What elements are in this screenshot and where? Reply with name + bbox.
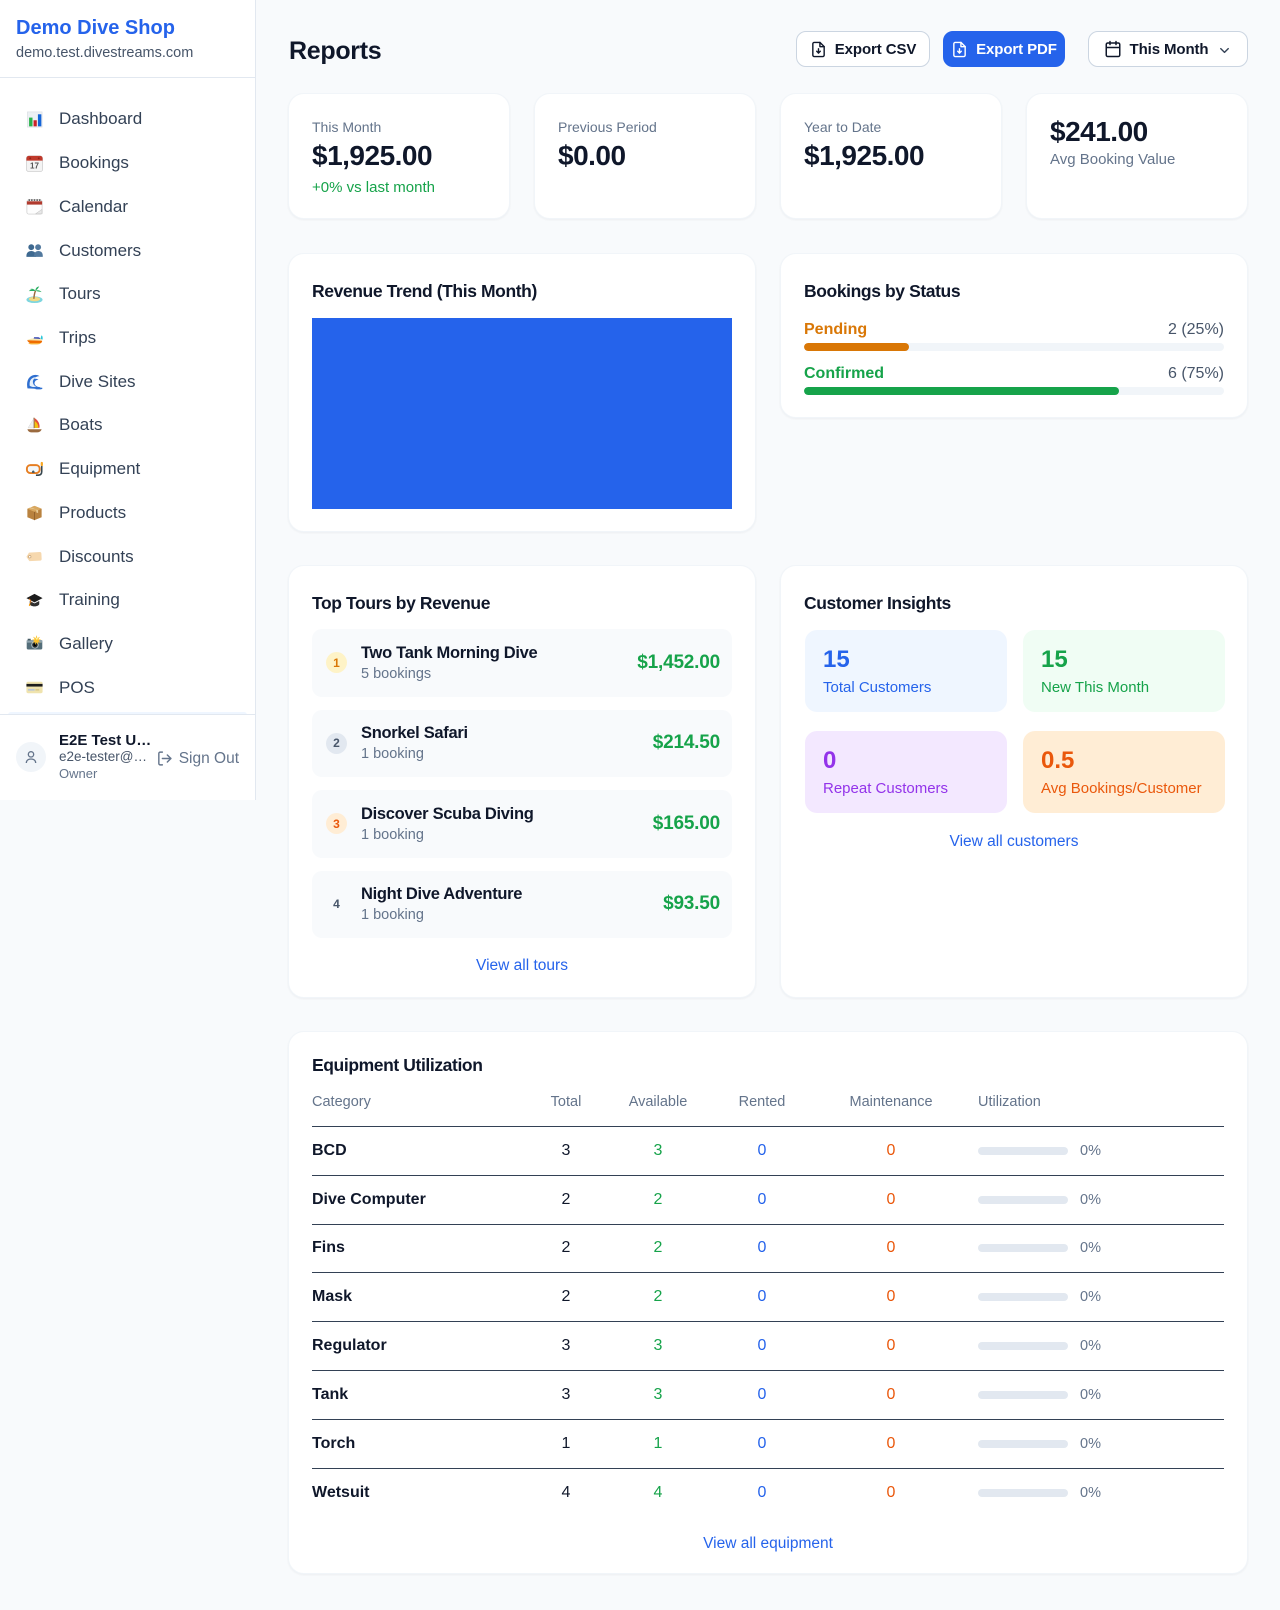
svg-text:17: 17	[30, 161, 39, 170]
